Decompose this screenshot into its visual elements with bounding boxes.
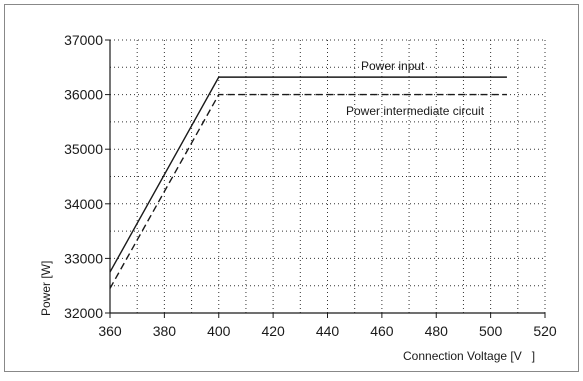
x-axis-label: Connection Voltage [V ] (403, 349, 535, 363)
x-tick-label: 480 (425, 323, 449, 339)
x-tick-label: 460 (370, 323, 394, 339)
x-tick-label: 500 (479, 323, 503, 339)
x-tick-label: 380 (153, 323, 177, 339)
x-tick-label: 420 (261, 323, 285, 339)
x-tick-label: 400 (207, 323, 231, 339)
series-lines (109, 76, 507, 289)
y-tick-label: 36000 (64, 87, 103, 103)
outer-border (4, 4, 579, 372)
grid-lines (110, 39, 546, 313)
y-tick-label: 32000 (64, 305, 103, 321)
series-label-power-input: Power input (361, 59, 425, 73)
y-tick-label: 37000 (64, 32, 103, 48)
y-tick-label: 34000 (64, 196, 103, 212)
x-tick-label: 520 (533, 323, 557, 339)
x-tick-label: 440 (316, 323, 340, 339)
y-tick-label: 33000 (64, 250, 103, 266)
series-label-power-intermediate-circuit: Power intermediate circuit (346, 104, 485, 118)
x-tick-label: 360 (98, 323, 122, 339)
y-tick-label: 35000 (64, 141, 103, 157)
series-line-power-input (109, 76, 507, 273)
series-line-power-intermediate-circuit (109, 93, 507, 289)
y-axis-label: Power [W] (39, 261, 53, 316)
tick-labels: 360 380 400 420 440 460 480 500 520 32000 33000 340… (64, 32, 557, 339)
